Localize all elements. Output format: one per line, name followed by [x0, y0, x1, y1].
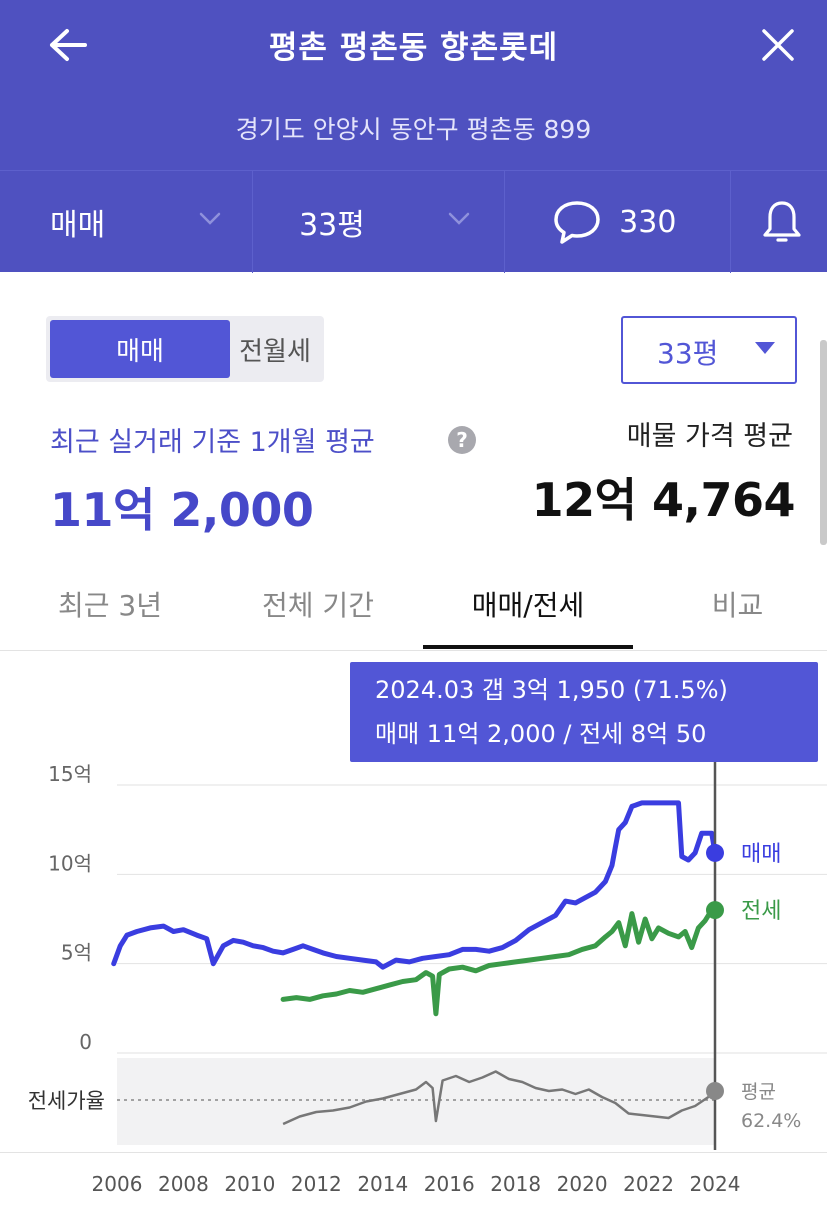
x-tick-label: 2024 — [690, 1172, 741, 1196]
recent-deal-price: 11억 2,000 — [50, 483, 314, 537]
close-icon — [762, 29, 794, 61]
chevron-down-icon — [199, 212, 221, 225]
close-button[interactable] — [755, 22, 801, 68]
x-tick-label: 2018 — [490, 1172, 541, 1196]
area-label: 33평 — [299, 208, 365, 243]
filter-bar: 매매 33평 330 — [0, 170, 827, 273]
tab-compare[interactable]: 비교 — [711, 589, 764, 622]
ratio-average-title: 평균 — [741, 1081, 776, 1103]
jeonse-end-label: 전세 — [741, 899, 781, 924]
toggle-rent[interactable]: 전월세 — [239, 336, 311, 367]
period-tabs: 최근 3년 전체 기간 매매/전세 비교 — [0, 560, 827, 651]
trade-type-toggle: 매매 전월세 — [46, 316, 324, 382]
app-header: 평촌 평촌동 향촌롯데 경기도 안양시 동안구 평촌동 899 매매 33평 3… — [0, 0, 827, 273]
x-tick-label: 2012 — [291, 1172, 342, 1196]
area-dropdown[interactable]: 33평 — [253, 171, 506, 273]
y-tick-label: 5억 — [61, 941, 92, 965]
help-icon[interactable]: ? — [448, 426, 476, 454]
trade-type-dropdown[interactable]: 매매 — [0, 171, 254, 273]
active-tab-underline — [423, 645, 633, 649]
x-tick-label: 2008 — [158, 1172, 209, 1196]
chevron-down-icon — [448, 212, 470, 225]
tooltip-line-1: 2024.03 갭 3억 1,950 (71.5%) — [375, 676, 728, 704]
tooltip-line-2: 매매 11억 2,000 / 전세 8억 50 — [375, 720, 706, 748]
y-tick-label: 10억 — [48, 851, 92, 875]
ratio-end-dot — [706, 1082, 724, 1100]
area-select-value: 33평 — [657, 337, 719, 370]
x-tick-label: 2006 — [92, 1172, 143, 1196]
tab-all-period[interactable]: 전체 기간 — [262, 589, 374, 622]
x-tick-label: 2010 — [224, 1172, 275, 1196]
page-title: 평촌 평촌동 향촌롯데 — [268, 30, 559, 66]
listing-average-price: 12억 4,764 — [531, 473, 796, 527]
speech-bubble-icon — [554, 201, 600, 244]
address-text: 경기도 안양시 동안구 평촌동 899 — [235, 115, 592, 144]
listing-average-label: 매물 가격 평균 — [626, 421, 793, 452]
x-tick-label: 2016 — [424, 1172, 475, 1196]
ratio-axis-label: 전세가율 — [28, 1089, 105, 1113]
recent-deal-label: 최근 실거래 기준 1개월 평균 — [50, 427, 375, 458]
jeonse-ratio-line — [282, 1070, 716, 1126]
divider — [0, 1152, 827, 1153]
y-tick-label: 15억 — [48, 762, 92, 786]
caret-down-icon — [755, 342, 775, 354]
x-tick-label: 2022 — [623, 1172, 674, 1196]
tab-recent-3y[interactable]: 최근 3년 — [58, 589, 162, 622]
sale-end-label: 매매 — [741, 842, 781, 867]
comments-button[interactable]: 330 — [505, 171, 732, 273]
notification-button[interactable] — [731, 171, 827, 273]
toggle-sale[interactable]: 매매 — [50, 320, 230, 378]
y-tick-label: 0 — [79, 1030, 92, 1054]
tab-sale-jeonse[interactable]: 매매/전세 — [471, 589, 585, 622]
area-select[interactable]: 33평 — [621, 316, 797, 384]
sale-price-line — [111, 800, 718, 970]
sale-end-dot — [706, 843, 724, 862]
jeonse-price-line — [280, 907, 718, 1017]
x-tick-label: 2020 — [557, 1172, 608, 1196]
jeonse-end-dot — [706, 901, 724, 920]
comment-count: 330 — [619, 204, 677, 240]
ratio-band — [117, 1058, 715, 1145]
back-button[interactable] — [44, 22, 90, 68]
trade-type-label: 매매 — [50, 208, 106, 243]
back-arrow-icon — [50, 29, 87, 61]
ratio-average-value: 62.4% — [741, 1110, 801, 1132]
scrollbar[interactable] — [820, 340, 827, 545]
chart-tooltip — [350, 662, 818, 762]
x-tick-label: 2014 — [357, 1172, 408, 1196]
bell-icon — [763, 201, 801, 242]
